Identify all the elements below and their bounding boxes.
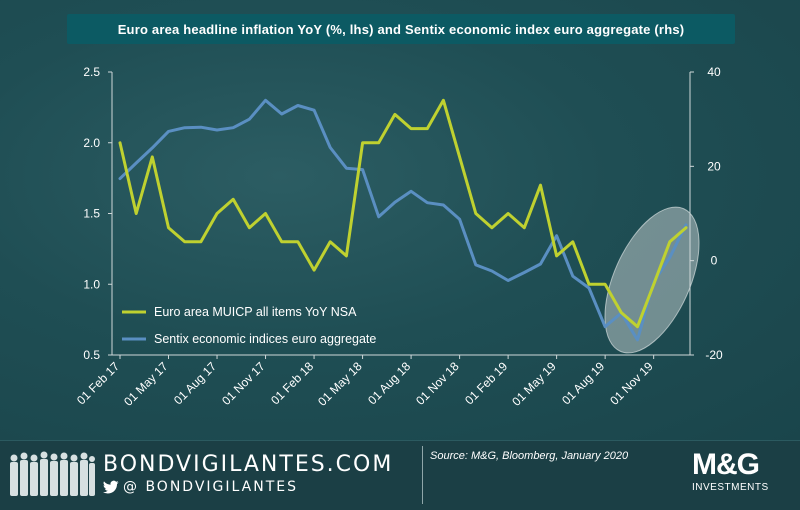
title-bar: Euro area headline inflation YoY (%, lhs…: [67, 14, 735, 44]
x-tick-label: 01 Aug 18: [365, 359, 413, 407]
x-tick-label: 01 Nov 17: [219, 359, 268, 408]
background: [0, 0, 800, 440]
right-tick-label: -20: [705, 348, 723, 362]
legend-label: Sentix economic indices euro aggregate: [154, 332, 376, 346]
left-tick-label: 1.5: [83, 207, 100, 221]
people-silhouette-icon: [10, 451, 95, 496]
x-tick-label: 01 May 17: [121, 359, 171, 409]
highlight-ellipse: [604, 206, 700, 354]
right-tick-label: 20: [707, 159, 721, 173]
x-tick-label: 01 Aug 17: [171, 359, 219, 407]
source-note: Source: M&G, Bloomberg, January 2020: [430, 450, 629, 462]
inflation-series-line: [118, 98, 688, 329]
mg-logo: M&G INVESTMENTS: [692, 450, 792, 504]
handle-text: @ BONDVIGILANTES: [123, 479, 298, 495]
x-tick-label: 01 Feb 19: [462, 359, 510, 407]
x-tick-label: 01 Nov 19: [607, 359, 656, 408]
x-tick-label: 01 Feb 17: [74, 359, 122, 407]
twitter-handle: @ BONDVIGILANTES: [103, 479, 298, 495]
logo-main: M&G: [692, 448, 760, 481]
logo-sub: INVESTMENTS: [692, 482, 769, 493]
chart-title: Euro area headline inflation YoY (%, lhs…: [117, 21, 685, 37]
footer: [0, 440, 800, 510]
left-tick-label: 2.0: [83, 136, 100, 150]
left-tick-label: 1.0: [83, 277, 100, 291]
left-tick-label: 0.5: [83, 348, 100, 362]
x-tick-label: 01 Feb 18: [268, 359, 316, 407]
sentix-series-line: [118, 98, 688, 342]
brand-text: BONDVIGILANTES.COM: [103, 452, 394, 477]
footer-divider: [422, 446, 423, 504]
x-tick-label: 01 Nov 18: [413, 359, 462, 408]
x-tick-label: 01 May 19: [509, 359, 559, 409]
legend-label: Euro area MUICP all items YoY NSA: [154, 305, 357, 319]
right-tick-label: 40: [707, 65, 721, 79]
x-tick-label: 01 May 18: [315, 359, 365, 409]
twitter-bird-icon: [103, 480, 119, 494]
x-tick-label: 01 Aug 19: [559, 359, 607, 407]
right-tick-label: 0: [711, 254, 718, 268]
left-tick-label: 2.5: [83, 65, 100, 79]
